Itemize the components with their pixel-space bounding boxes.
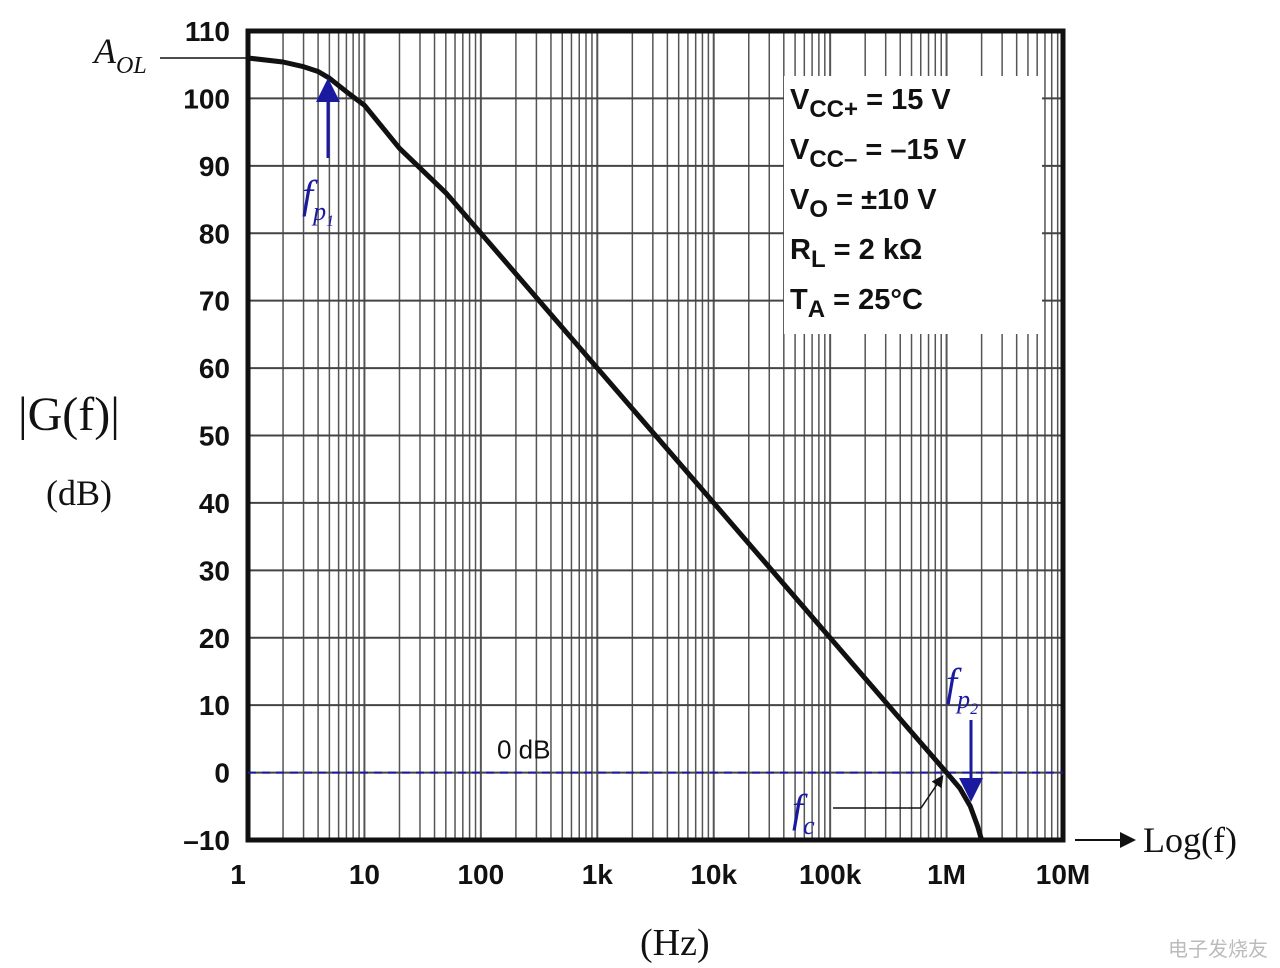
- y-tick-label: 60: [199, 353, 230, 384]
- y-axis-unit: (dB): [46, 473, 112, 513]
- x-tick-label: 100: [457, 859, 504, 890]
- x-axis-arrow-label: Log(f): [1143, 820, 1237, 860]
- y-tick-label: 10: [199, 690, 230, 721]
- legend-line-vo: VO = ±10 V: [790, 184, 937, 223]
- x-tick-label: 1: [230, 859, 246, 890]
- legend-line-ta: TA = 25°C: [790, 284, 923, 323]
- y-tick-label: 70: [199, 286, 230, 317]
- x-tick-label: 10M: [1036, 859, 1090, 890]
- x-tick-label: 10: [349, 859, 380, 890]
- zero-db-label: 0 dB: [497, 735, 551, 765]
- x-tick-label: 1k: [582, 859, 614, 890]
- x-tick-label: 1M: [927, 859, 966, 890]
- x-tick-label: 100k: [799, 859, 862, 890]
- y-tick-label: 90: [199, 151, 230, 182]
- y-tick-label: 50: [199, 421, 230, 452]
- y-axis-label: |G(f)|: [18, 388, 120, 441]
- y-tick-label: 110: [185, 16, 230, 47]
- fp2-label: fp2: [946, 660, 978, 718]
- y-tick-label: 40: [199, 488, 230, 519]
- y-tick-label: 20: [199, 623, 230, 654]
- conditions-legend: VCC+ = 15 V VCC– = –15 V VO = ±10 V RL =…: [784, 76, 1042, 334]
- watermark: 电子发烧友: [1168, 937, 1268, 961]
- legend-line-rl: RL = 2 kΩ: [790, 234, 923, 273]
- aol-label: AOL: [92, 31, 147, 79]
- legend-line-vcc-minus: VCC– = –15 V: [790, 134, 967, 173]
- fc-leader-arrow: [833, 775, 944, 809]
- x-axis-label: (Hz): [640, 922, 710, 964]
- y-tick-label: 100: [183, 83, 230, 114]
- y-tick-label: –10: [183, 825, 230, 856]
- y-tick-label: 0: [214, 758, 230, 789]
- y-tick-label: 30: [199, 555, 230, 586]
- plot-frame: [245, 28, 1066, 843]
- legend-line-vcc-plus: VCC+ = 15 V: [790, 84, 951, 123]
- x-tick-label: 10k: [690, 859, 737, 890]
- y-tick-label: 80: [199, 218, 230, 249]
